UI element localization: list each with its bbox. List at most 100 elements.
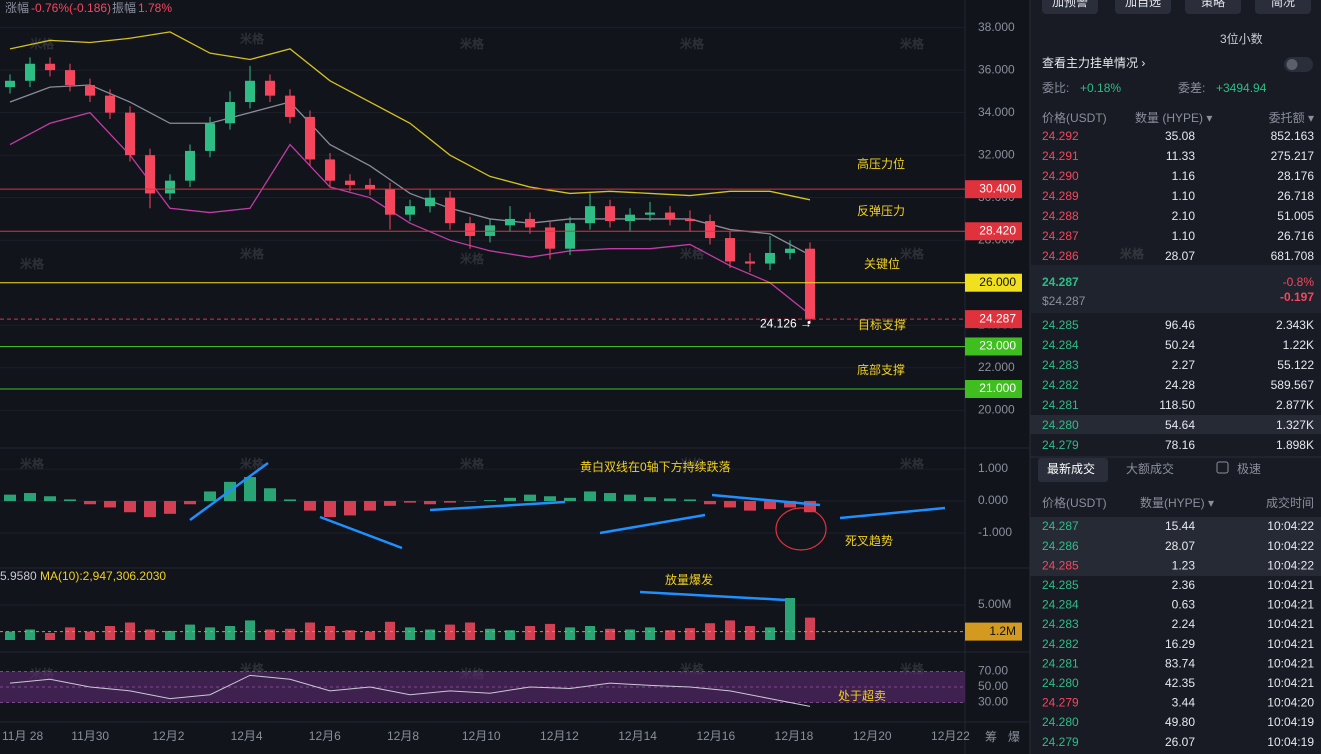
candle-body: [365, 184, 375, 190]
trade-tab[interactable]: 大额成交: [1126, 461, 1174, 476]
level-badge: [965, 273, 1022, 292]
depth-link[interactable]: 查看主力挂单情况 ›: [1042, 56, 1145, 70]
candle-body: [505, 218, 515, 226]
arrow: [839, 506, 946, 520]
watermark: 米格: [460, 36, 485, 51]
toolbar-button[interactable]: 加预警: [1052, 0, 1088, 9]
bid-cell: 589.567: [1271, 378, 1315, 392]
macd-bar: [504, 497, 516, 502]
watermark: 米格: [900, 246, 925, 261]
bid-cell: 2.877K: [1276, 398, 1314, 412]
candle-body: [245, 80, 255, 103]
watermark: 米格: [680, 456, 705, 471]
candle-body: [465, 223, 475, 236]
macd-bar: [244, 477, 256, 502]
volume-ma: MA(10):2,947,306.2030: [40, 569, 166, 583]
macd-bar: [464, 501, 476, 502]
candle-body: [5, 80, 15, 88]
trade-tab[interactable]: 最新成交: [1047, 461, 1095, 476]
volume-bar: [25, 629, 35, 640]
candle-body: [205, 123, 215, 151]
ratio-label: 委比:: [1042, 81, 1069, 95]
bid-cell: 24.284: [1042, 338, 1079, 352]
ask-cell: 1.16: [1172, 169, 1196, 183]
y-tick-label: -1.000: [978, 525, 1012, 539]
level-badge: [965, 379, 1022, 398]
volume-bar: [365, 631, 375, 640]
watermark: 米格: [240, 31, 265, 46]
volume-bar: [665, 630, 675, 640]
x-tick-label: 11月 28: [2, 729, 43, 743]
bid-cell: 2.343K: [1276, 318, 1314, 332]
macd-bar: [124, 501, 136, 513]
ask-cell: 24.288: [1042, 209, 1079, 223]
toolbar-button[interactable]: 加自选: [1125, 0, 1161, 9]
band-line: [9, 111, 811, 316]
arrow: [711, 493, 821, 507]
volume-bar: [265, 629, 275, 640]
trade-cell: 26.07: [1165, 735, 1195, 749]
book-header: 数量 (HYPE) ▾: [1135, 110, 1212, 125]
volume-bar: [165, 630, 175, 640]
y-tick-label: 0.000: [978, 493, 1008, 507]
macd-bar: [144, 501, 156, 518]
annotation: 处于超卖: [838, 688, 886, 703]
level-badge: [965, 222, 1022, 241]
candle-body: [85, 85, 95, 96]
trade-tab[interactable]: 极速: [1237, 462, 1261, 476]
volume-bar: [325, 626, 335, 640]
x-tick-label: 12月8: [387, 729, 419, 743]
y-tick-label: 5.00M: [978, 597, 1011, 611]
x-tick-label: 12月4: [231, 729, 263, 743]
macd-bar: [424, 501, 436, 505]
toolbar-button[interactable]: 策略: [1201, 0, 1225, 9]
volume-bar: [145, 629, 155, 640]
candle-body: [625, 214, 635, 222]
axis-tool[interactable]: 筹: [985, 730, 997, 744]
macd-bar: [44, 496, 56, 502]
watermark: 米格: [240, 246, 265, 261]
toolbar-button[interactable]: 简况: [1271, 0, 1295, 9]
row-highlight: [1030, 415, 1321, 434]
axis-tool[interactable]: 爆: [1008, 730, 1020, 744]
trade-cell: 2.36: [1172, 578, 1196, 592]
bid-cell: 2.27: [1172, 358, 1196, 372]
mid-bg: [1030, 265, 1321, 313]
trade-cell: 10:04:20: [1267, 696, 1314, 710]
ask-cell: 24.291: [1042, 149, 1079, 163]
volume-bar: [625, 629, 635, 640]
volume-badge-label: 1.2M: [989, 624, 1016, 638]
volume-bar: [85, 631, 95, 640]
y-tick-label: 30.00: [978, 695, 1008, 709]
arrow: [189, 461, 269, 522]
book-header: 价格(USDT): [1042, 110, 1107, 125]
volume-bar: [525, 626, 535, 640]
header-label: 涨幅: [5, 0, 29, 15]
candle-body: [305, 116, 315, 160]
checkbox[interactable]: [1216, 461, 1229, 474]
candle-body: [605, 206, 615, 222]
candle-body: [145, 155, 155, 194]
trade-cell: 24.285: [1042, 578, 1079, 592]
candle-body: [485, 225, 495, 236]
x-tick-label: 12月10: [462, 729, 501, 743]
chart-bg: [0, 0, 1030, 754]
y-tick-label: 32.000: [978, 147, 1015, 161]
tab-bg: [1038, 458, 1108, 482]
annotation: 底部支撑: [857, 362, 905, 377]
candle-body: [65, 70, 75, 86]
macd-bar: [204, 491, 216, 502]
macd-bar: [484, 500, 496, 502]
candle-body: [45, 63, 55, 71]
y-tick-label: 38.000: [978, 20, 1015, 34]
trade-cell: 16.29: [1165, 637, 1195, 651]
toggle-knob: [1286, 59, 1298, 70]
level-badge: [965, 310, 1022, 329]
volume-bar: [725, 620, 735, 640]
volume-bar: [45, 633, 55, 640]
trade-cell: 24.284: [1042, 598, 1079, 612]
ask-cell: 852.163: [1271, 129, 1315, 143]
annotation: 黄白双线在0轴下方持续跌落: [580, 459, 731, 474]
x-tick-label: 12月16: [696, 729, 735, 743]
decimals-select[interactable]: 3位小数: [1220, 31, 1263, 46]
